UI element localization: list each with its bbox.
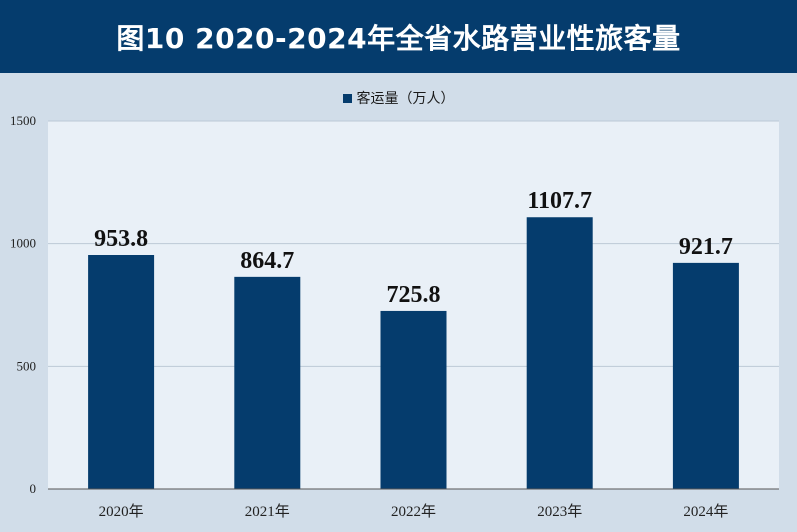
x-tick-label: 2023年: [537, 503, 582, 520]
x-tick-label: 2021年: [245, 503, 290, 520]
bars: [88, 217, 739, 489]
bar: [234, 276, 301, 489]
bar: [380, 310, 447, 489]
bar: [526, 217, 593, 489]
legend-label: 客运量（万人）: [356, 91, 455, 107]
chart-title-banner: 图10 2020-2024年全省水路营业性旅客量: [0, 0, 797, 73]
data-labels: 953.8 864.7 725.8 1107.7 921.7: [94, 188, 733, 308]
y-axis-ticks: 0 500 1000 1500: [10, 113, 36, 496]
chart-title: 图10 2020-2024年全省水路营业性旅客量: [116, 21, 681, 55]
y-tick-label: 500: [17, 358, 37, 373]
x-tick-label: 2024年: [683, 503, 728, 520]
data-label: 953.8: [94, 226, 148, 252]
chart-legend: 客运量（万人）: [0, 88, 797, 108]
bar: [672, 262, 739, 489]
data-label: 921.7: [679, 234, 733, 260]
bar: [88, 255, 155, 489]
y-tick-label: 0: [30, 481, 37, 496]
x-axis-labels: 2020年 2021年 2022年 2023年 2024年: [99, 503, 729, 520]
y-tick-label: 1500: [10, 113, 36, 128]
y-tick-label: 1000: [10, 236, 36, 251]
data-label: 1107.7: [527, 188, 592, 214]
x-tick-label: 2020年: [99, 503, 144, 520]
x-tick-label: 2022年: [391, 503, 436, 520]
data-label: 864.7: [240, 248, 294, 274]
legend-swatch: [342, 93, 352, 103]
data-label: 725.8: [387, 282, 441, 308]
